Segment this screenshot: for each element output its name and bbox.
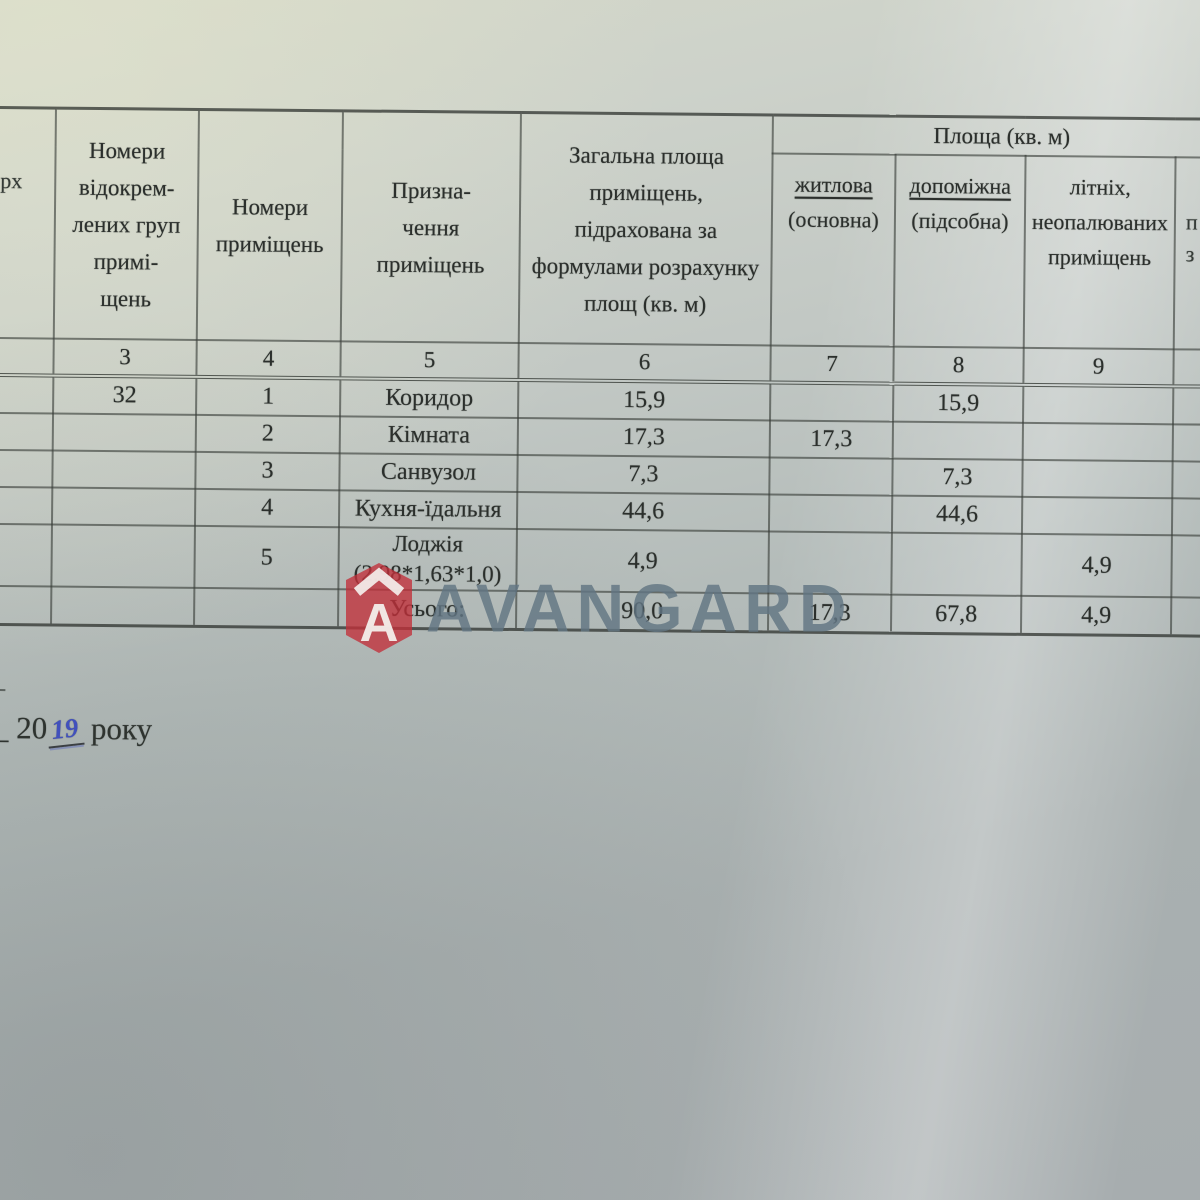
cell-group: [51, 524, 195, 588]
cell-cut: [1171, 498, 1200, 536]
cell-summer: [1022, 422, 1173, 462]
header-purpose: Призна- чення приміщень: [340, 110, 521, 344]
colnum-3: 3: [53, 338, 197, 377]
cell-purpose: Кухня-їдальня: [338, 490, 518, 530]
floor-area-table: Номери відокрем- лених груп примі- щень …: [0, 106, 1200, 638]
cell-total: 44,6: [516, 492, 770, 532]
avangard-wordmark: AVANGARD: [426, 570, 854, 646]
colnum-cut: [1173, 349, 1200, 387]
cell-summer: [1022, 459, 1173, 499]
header-auxiliary-sub: (підсобна): [911, 207, 1009, 234]
colnum-floor: [0, 337, 54, 376]
cell-auxiliary: 15,9: [893, 383, 1024, 423]
colnum-5: 5: [340, 341, 519, 381]
cell-floor: [0, 374, 54, 414]
header-group-numbers: Номери відокрем- лених груп примі- щень: [53, 108, 199, 340]
clipped-right-fragment-bottom: з: [1185, 241, 1195, 267]
header-auxiliary-area: допоміжна (підсобна): [893, 154, 1026, 348]
colnum-9: 9: [1023, 347, 1174, 387]
totals-auxiliary: 67,8: [890, 594, 1022, 635]
cell-num: 1: [196, 376, 341, 417]
cell-num: [194, 587, 339, 628]
cell-living: [770, 382, 894, 422]
cell-cut: [1171, 535, 1200, 598]
cell-summer: 4,9: [1021, 533, 1172, 598]
date-year-print: 20: [8, 710, 48, 746]
cell-num: 5: [194, 525, 339, 590]
cell-auxiliary: [891, 532, 1022, 596]
date-year-handwritten: 19: [45, 711, 85, 749]
header-room-numbers: Номери приміщень: [196, 109, 343, 342]
header-floor-column: [0, 107, 56, 339]
cell-auxiliary: 44,6: [891, 495, 1023, 534]
cell-total: 7,3: [517, 455, 770, 495]
cell-floor: [0, 486, 53, 525]
header-summer-area: літніх, неопалюваних приміщень: [1023, 155, 1176, 350]
paper-sheet: Номери відокрем- лених груп примі- щень …: [0, 106, 1200, 838]
date-year-suffix: року: [83, 710, 153, 747]
cell-purpose: Кімната: [339, 416, 519, 456]
totals-summer: 4,9: [1020, 595, 1172, 636]
header-living-area: житлова (основна): [770, 153, 896, 347]
avangard-shield-house-icon: A: [346, 563, 412, 653]
colnum-4: 4: [196, 339, 341, 379]
cell-purpose: Коридор: [340, 378, 519, 419]
cell-group: [51, 586, 195, 627]
cell-living: [768, 494, 893, 533]
colnum-6: 6: [518, 343, 771, 383]
header-living-sub: (основна): [787, 206, 879, 233]
cell-floor: [0, 585, 52, 626]
cell-num: 3: [195, 451, 340, 491]
date-lead-underscore: _: [0, 709, 9, 746]
cell-living: [769, 457, 893, 496]
cell-cut: [1170, 597, 1200, 637]
header-total-area: Загальна площа приміщень, підрахована за…: [518, 112, 773, 346]
cell-purpose: Санвузол: [339, 453, 518, 493]
header-living-main: житлова: [794, 171, 873, 198]
cell-floor: [0, 412, 54, 451]
clipped-right-fragment-top: п: [1185, 209, 1198, 235]
colnum-8: 8: [893, 346, 1024, 385]
date-line: _ 2019 року: [0, 710, 152, 749]
header-auxiliary-main: допоміжна: [909, 172, 1012, 199]
svg-text:A: A: [360, 593, 399, 653]
cell-total: 17,3: [517, 418, 771, 458]
cell-floor: [0, 449, 53, 488]
cell-living: 17,3: [769, 420, 894, 459]
cell-summer: [1023, 384, 1174, 425]
cell-group: [51, 487, 196, 526]
cell-cut: [1172, 461, 1200, 499]
cell-num: 4: [194, 488, 340, 528]
cell-num: 2: [195, 414, 341, 454]
clipped-floor-header-fragment: рх: [0, 168, 23, 194]
avangard-watermark: A AVANGARD: [346, 563, 854, 653]
cell-cut: [1172, 386, 1200, 425]
cell-group: 32: [53, 375, 197, 415]
header-area-group: Площа (кв. м): [772, 114, 1200, 158]
colnum-7: 7: [770, 345, 894, 384]
cell-floor: [0, 523, 52, 587]
cell-auxiliary: [892, 421, 1024, 460]
clipped-underscore-fragment: [0, 688, 6, 692]
cell-group: [52, 450, 196, 489]
cell-auxiliary: 7,3: [892, 458, 1023, 497]
cell-summer: [1021, 496, 1173, 536]
cell-cut: [1172, 424, 1200, 462]
cell-total: 15,9: [518, 380, 771, 421]
cell-group: [52, 413, 197, 452]
